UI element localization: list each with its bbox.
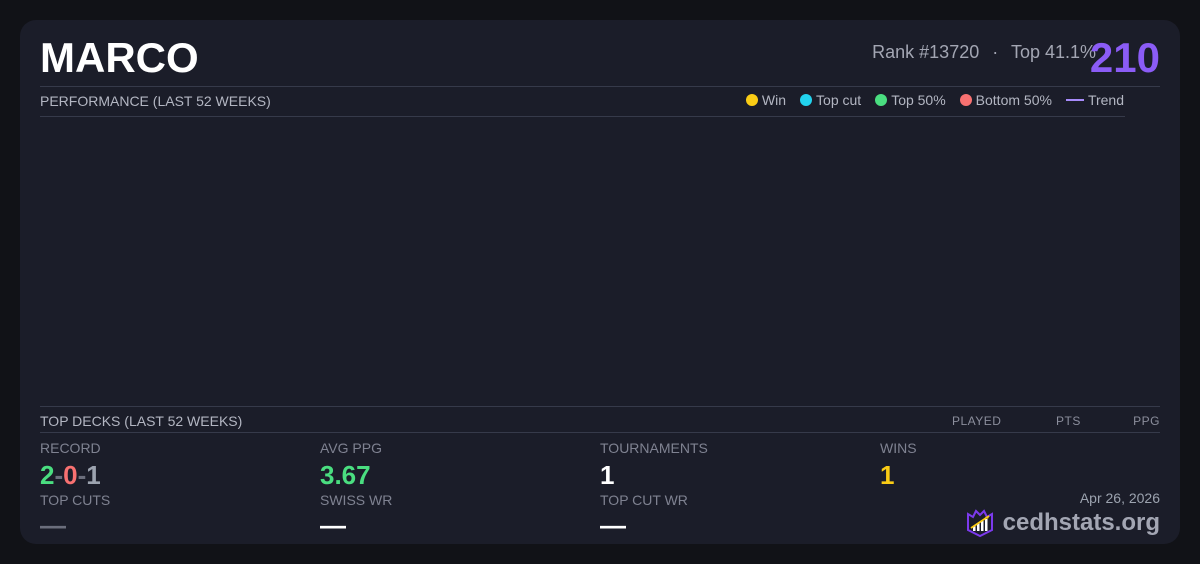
player-card: MARCO Rank #13720 · Top 41.1% 210 PERFOR… (20, 20, 1180, 544)
win-dot-icon (745, 94, 758, 106)
date: Apr 26, 2026 (1079, 490, 1160, 506)
swiss-wr-value: — (320, 510, 346, 540)
divider (40, 116, 1125, 117)
performance-title: PERFORMANCE (LAST 52 WEEKS) (40, 93, 271, 109)
legend-top-cut: Top cut (800, 92, 861, 108)
legend-win: Win (745, 92, 786, 108)
legend-bottom-50: Bottom 50% (959, 92, 1052, 108)
top-cut-wr-label: TOP CUT WR (600, 492, 688, 508)
record-value: 2-0-1 (40, 460, 101, 490)
swiss-wr-label: SWISS WR (320, 492, 393, 508)
chart-legend: Win Top cut Top 50% Bottom 50% Trend (745, 92, 1124, 108)
top-decks-title: TOP DECKS (LAST 52 WEEKS) (40, 413, 243, 429)
top-cuts-value: — (40, 510, 66, 540)
top-percent: Top 41.1% (1010, 42, 1096, 62)
divider (40, 432, 1160, 433)
avg-ppg-value: 3.67 (320, 460, 371, 490)
separator: · (992, 42, 999, 62)
tournaments-label: TOURNAMENTS (600, 440, 708, 456)
legend-trend: Trend (1065, 92, 1124, 108)
brand-name: cedhstats.org (1002, 509, 1160, 536)
top-50-dot-icon (875, 94, 888, 106)
top-cut-wr-value: — (600, 510, 626, 540)
legend-top-50: Top 50% (875, 92, 946, 108)
trend-line-icon (1065, 99, 1084, 101)
rank-info: Rank #13720 · Top 41.1% (872, 42, 1096, 63)
wins-label: WINS (880, 440, 917, 456)
performance-chart-area (40, 117, 1125, 405)
col-played: PLAYED (952, 414, 1002, 428)
divider (40, 406, 1160, 407)
player-score: 210 (1089, 34, 1160, 81)
col-pts: PTS (1056, 414, 1081, 428)
avg-ppg-label: AVG PPG (320, 440, 382, 456)
record-label: RECORD (40, 440, 101, 456)
rank: Rank #13720 (872, 42, 980, 62)
cedhstats-logo-icon (966, 509, 993, 538)
player-name: MARCO (40, 34, 199, 81)
wins-value: 1 (880, 460, 895, 490)
top-cuts-label: TOP CUTS (40, 492, 111, 508)
col-ppg: PPG (1133, 414, 1160, 428)
bottom-50-dot-icon (959, 94, 972, 106)
top-cut-dot-icon (800, 94, 813, 106)
brand: cedhstats.org (965, 508, 1160, 538)
divider (40, 86, 1160, 87)
tournaments-value: 1 (600, 460, 615, 490)
